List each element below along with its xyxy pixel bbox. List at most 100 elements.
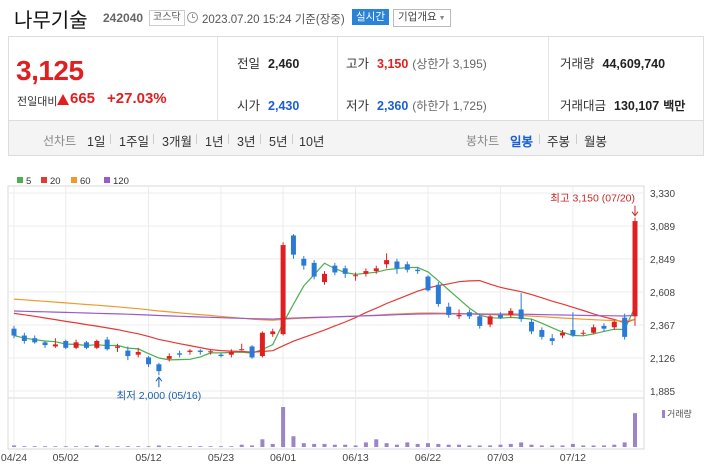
candle-body — [487, 316, 493, 325]
volume-bar — [591, 445, 596, 447]
candle-body — [466, 312, 472, 317]
tab-1d[interactable]: 1일 — [87, 135, 106, 149]
volume-bar — [115, 446, 120, 447]
candle-body — [32, 338, 38, 343]
separator — [539, 134, 540, 144]
separator — [576, 134, 577, 144]
divider — [337, 37, 338, 121]
x-tick-label: 05/12 — [135, 452, 161, 464]
candle-body — [104, 339, 110, 350]
legend-swatch — [17, 177, 23, 183]
stat-value: 130,107 — [614, 99, 660, 113]
candle-body — [394, 261, 400, 269]
volume-bar — [239, 444, 244, 447]
stat-value: 2,430 — [268, 99, 300, 113]
clock-icon — [187, 12, 198, 23]
amount-unit: 백만 — [663, 99, 686, 113]
stock-name: 나무기술 — [14, 10, 88, 32]
x-tick-label: 06/13 — [342, 452, 368, 464]
volume-bar — [374, 439, 379, 447]
candle-body — [570, 330, 576, 336]
candle-body — [435, 284, 441, 304]
stat-label: 거래대금 — [560, 99, 607, 113]
volume-bar — [156, 445, 161, 447]
volume-bar — [146, 446, 151, 447]
candle-body — [415, 269, 421, 272]
tab-3y[interactable]: 3년 — [237, 135, 256, 149]
line-chart-label: 선차트 — [43, 134, 77, 148]
volume-bar — [198, 446, 203, 447]
candle-body — [94, 340, 100, 348]
legend-label: 5 — [26, 176, 32, 187]
volume-bar — [457, 444, 462, 447]
stat-label: 저가 — [346, 99, 370, 113]
candle-body — [425, 276, 431, 291]
candle-body — [125, 350, 131, 357]
candle-body — [270, 331, 276, 335]
candle-body — [239, 349, 245, 351]
volume-bar — [550, 445, 555, 447]
volume-bar — [560, 445, 565, 447]
tab-1w[interactable]: 1주일 — [119, 135, 149, 149]
tab-weekly[interactable]: 주봉 — [547, 135, 571, 149]
stat-label: 시가 — [237, 99, 261, 113]
volume-bar — [187, 446, 192, 447]
volume-panel — [7, 397, 645, 450]
candle-body — [508, 310, 514, 315]
stat-value: 2,360 — [377, 99, 409, 113]
candle-body — [518, 309, 524, 320]
legend-ma5: 5 — [17, 176, 31, 187]
candle-body — [384, 260, 390, 265]
high-annotation: 최고 3,150 (07/20) — [550, 193, 635, 205]
tab-monthly[interactable]: 월봉 — [584, 135, 608, 149]
volume-bar — [125, 446, 130, 447]
candle-chart-label: 봉차트 — [466, 134, 500, 148]
ma120-line — [13, 310, 636, 320]
volume-bar — [467, 445, 472, 447]
current-price: 3,125 — [16, 55, 84, 86]
tab-daily[interactable]: 일봉 — [510, 135, 534, 149]
company-overview-button[interactable]: 기업개요 ▼ — [393, 9, 451, 27]
up-triangle-icon — [57, 94, 69, 105]
candle-body — [549, 338, 555, 341]
separator — [228, 134, 229, 144]
volume-legend: 거래량 — [662, 407, 692, 420]
low-annotation: 최저 2,000 (05/16) — [117, 390, 202, 402]
x-tick-label: 05/02 — [53, 452, 79, 464]
tab-3m[interactable]: 3개월 — [162, 135, 192, 149]
candle-body — [21, 335, 27, 341]
candle-body — [187, 350, 193, 352]
tab-5y[interactable]: 5년 — [269, 135, 288, 149]
candle-body — [63, 340, 69, 348]
stat-value: 3,150 — [377, 57, 409, 71]
candle-body — [259, 332, 265, 357]
candle-body — [456, 314, 462, 317]
stock-chart[interactable]: 3,330 3,089 2,849 2,608 2,367 2,126 1,885 04/24… — [0, 170, 704, 470]
candle-body — [166, 356, 172, 359]
volume-bar — [312, 443, 317, 447]
volume-bar — [415, 443, 420, 447]
candle-body — [228, 351, 234, 355]
volume-bar — [208, 446, 213, 447]
volume-bar — [270, 443, 275, 447]
volume-bar — [12, 445, 16, 447]
separator — [260, 134, 261, 144]
candle-body — [622, 317, 628, 337]
stock-code: 242040 — [103, 11, 144, 25]
volume-bar — [394, 444, 399, 447]
market-badge: 코스닥 — [149, 10, 185, 26]
candle-body — [156, 364, 162, 372]
x-tick-label: 07/12 — [560, 452, 586, 464]
candle-body — [290, 235, 296, 255]
candle-body — [208, 351, 214, 353]
volume-bar — [43, 446, 48, 447]
candle-body — [42, 342, 48, 346]
candle-body — [363, 271, 369, 274]
candle-body — [404, 264, 410, 270]
tab-10y[interactable]: 10년 — [299, 135, 325, 149]
stat-high: 고가 3,150 (상한가 3,195) — [346, 53, 487, 72]
realtime-button[interactable]: 실시간 — [352, 9, 389, 25]
volume-bar — [177, 446, 182, 447]
tab-1y[interactable]: 1년 — [205, 135, 224, 149]
candle-body — [477, 316, 483, 326]
